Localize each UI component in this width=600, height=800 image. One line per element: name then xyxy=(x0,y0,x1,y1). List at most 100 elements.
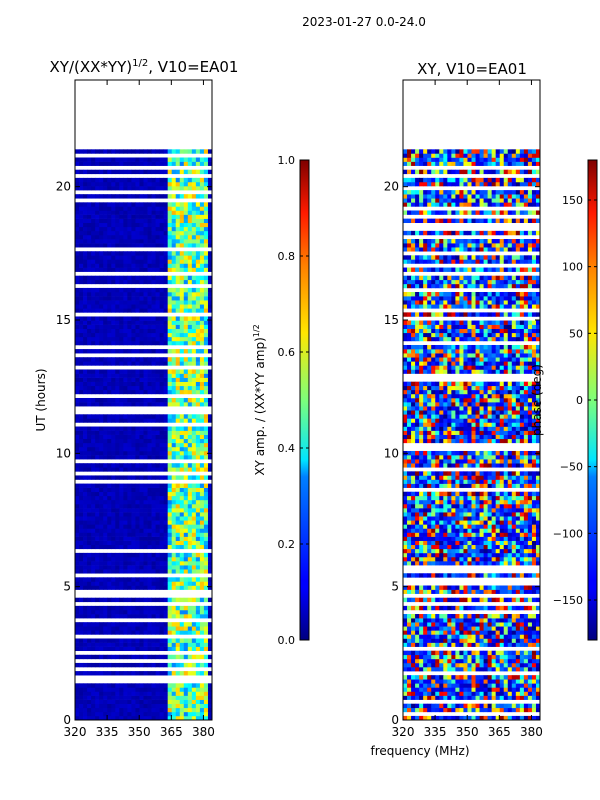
left-heatmap-cell xyxy=(95,418,100,423)
left-heatmap-cell xyxy=(107,349,112,354)
left-heatmap-cell xyxy=(103,430,108,435)
left-heatmap-cell xyxy=(95,508,100,513)
right-heatmap-cell xyxy=(519,703,525,709)
left-heatmap-cell xyxy=(167,226,173,232)
left-heatmap-cell xyxy=(107,495,112,501)
left-heatmap-cell xyxy=(187,157,193,162)
left-heatmap-cell xyxy=(179,491,185,497)
left-heatmap-cell xyxy=(91,622,96,627)
left-heatmap-cell xyxy=(103,218,108,224)
right-heatmap-cell xyxy=(519,675,525,680)
left-heatmap-cell xyxy=(191,186,197,191)
left-heatmap-cell xyxy=(203,455,209,460)
right-heatmap-cell xyxy=(451,536,456,541)
left-heatmap-cell xyxy=(111,369,116,374)
left-heatmap-cell xyxy=(99,373,104,378)
left-heatmap-cell xyxy=(199,361,205,366)
left-heatmap-cell xyxy=(191,426,197,431)
left-heatmap-cell xyxy=(151,263,156,268)
right-heatmap-cell xyxy=(427,532,432,537)
left-heatmap-cell xyxy=(199,234,205,240)
right-heatmap-cell xyxy=(527,618,533,623)
left-heatmap-cell xyxy=(127,646,132,652)
right-heatmap-cell xyxy=(403,654,408,660)
left-heatmap-cell xyxy=(191,536,197,541)
left-heatmap-cell xyxy=(179,585,185,590)
left-heatmap-cell xyxy=(111,544,116,550)
left-heatmap-cell xyxy=(167,275,173,281)
left-heatmap-cell xyxy=(91,711,96,717)
left-heatmap-cell xyxy=(159,381,165,387)
left-heatmap-cell xyxy=(147,561,152,566)
left-heatmap-cell xyxy=(195,206,201,211)
left-heatmap-cell xyxy=(111,491,116,497)
left-heatmap-cell xyxy=(203,711,209,717)
left-heatmap-cell xyxy=(187,385,193,391)
left-heatmap-cell xyxy=(79,524,84,529)
left-heatmap-cell xyxy=(79,540,84,546)
right-heatmap-cell xyxy=(459,573,464,578)
right-heatmap-cell xyxy=(519,679,525,684)
left-heatmap-cell xyxy=(147,626,152,631)
left-heatmap-cell xyxy=(119,300,124,305)
right-heatmap-cell xyxy=(407,650,412,656)
right-heatmap-cell xyxy=(495,667,501,672)
left-heatmap-cell xyxy=(163,279,169,285)
left-heatmap-cell xyxy=(167,202,173,207)
left-heatmap-cell xyxy=(163,430,169,435)
left-heatmap-cell xyxy=(199,503,205,509)
left-heatmap-cell xyxy=(207,389,212,395)
left-heatmap-cell xyxy=(139,585,144,590)
left-heatmap-cell xyxy=(199,226,205,232)
right-heatmap-cell xyxy=(487,585,493,590)
left-heatmap-cell xyxy=(155,397,161,403)
left-heatmap-cell xyxy=(139,499,144,505)
left-heatmap-cell xyxy=(107,585,112,590)
left-heatmap-cell xyxy=(195,210,201,215)
right-heatmap-cell xyxy=(495,695,501,700)
left-heatmap-cell xyxy=(143,434,148,440)
right-heatmap-cell xyxy=(423,618,428,623)
left-heatmap-cell xyxy=(99,377,104,382)
left-heatmap-cell xyxy=(135,703,140,709)
left-heatmap-cell xyxy=(163,524,169,529)
left-heatmap-cell xyxy=(195,157,201,162)
left-heatmap-cell xyxy=(183,565,189,570)
left-heatmap-cell xyxy=(75,287,80,293)
left-heatmap-cell xyxy=(203,495,209,501)
left-heatmap-cell xyxy=(83,455,88,460)
right-heatmap-cell xyxy=(451,622,456,627)
left-heatmap-cell xyxy=(135,308,140,313)
right-heatmap-cell xyxy=(455,597,460,603)
right-heatmap-cell xyxy=(491,658,497,664)
right-heatmap-cell xyxy=(411,638,416,643)
left-heatmap-cell xyxy=(127,565,132,570)
left-heatmap-cell xyxy=(119,304,124,309)
left-heatmap-cell xyxy=(131,585,136,590)
right-heatmap-cell xyxy=(459,642,464,647)
right-heatmap-cell xyxy=(535,634,540,639)
left-heatmap-cell xyxy=(135,516,140,521)
right-heatmap-cell xyxy=(495,589,501,594)
left-heatmap-cell xyxy=(195,414,201,419)
left-heatmap-cell xyxy=(155,662,161,668)
left-heatmap-cell xyxy=(123,638,128,643)
left-heatmap-cell xyxy=(191,622,197,627)
left-heatmap-cell xyxy=(115,703,120,709)
left-heatmap-cell xyxy=(195,287,201,293)
left-heatmap-cell xyxy=(183,487,189,493)
left-heatmap-cell xyxy=(151,671,156,676)
left-heatmap-cell xyxy=(195,609,201,615)
left-heatmap-cell xyxy=(159,149,165,154)
left-heatmap-cell xyxy=(123,287,128,293)
right-heatmap-cell xyxy=(503,614,509,619)
left-heatmap-cell xyxy=(87,605,92,611)
left-heatmap-cell xyxy=(123,671,128,676)
left-heatmap-cell xyxy=(123,544,128,550)
left-heatmap-cell xyxy=(107,402,112,407)
left-heatmap-cell xyxy=(207,234,212,240)
right-heatmap-cell xyxy=(419,573,424,578)
left-heatmap-cell xyxy=(147,397,152,403)
left-heatmap-cell xyxy=(195,361,201,366)
left-heatmap-cell xyxy=(143,308,148,313)
